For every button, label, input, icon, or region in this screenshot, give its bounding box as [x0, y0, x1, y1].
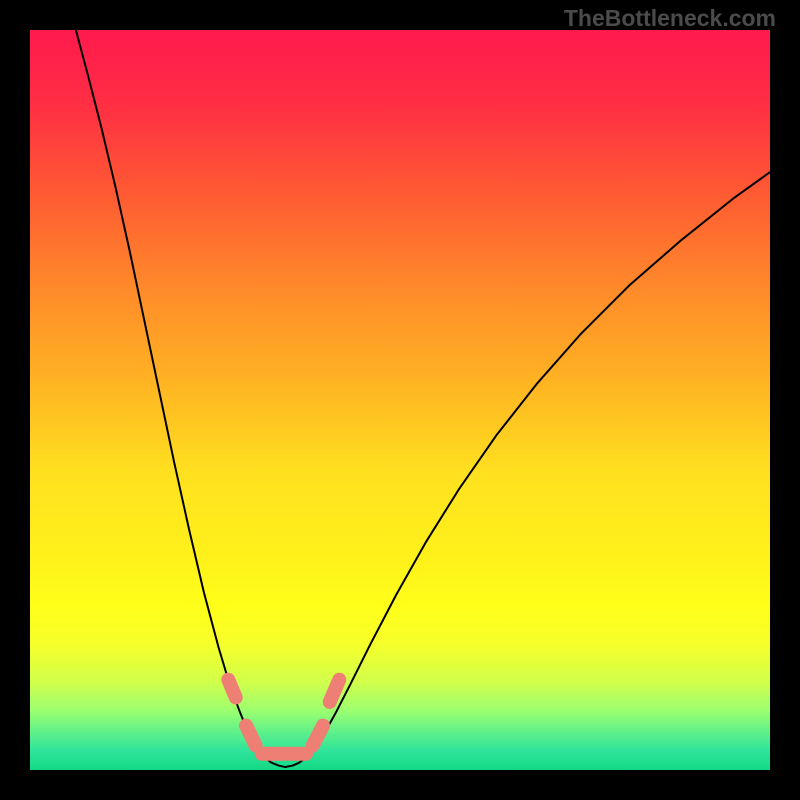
highlight-mark [330, 680, 340, 702]
bottleneck-chart [30, 30, 770, 770]
chart-frame: TheBottleneck.com [0, 0, 800, 800]
highlight-mark [313, 726, 323, 746]
highlight-mark [246, 726, 256, 746]
highlight-mark [228, 680, 235, 698]
chart-background [30, 30, 770, 770]
watermark-text: TheBottleneck.com [564, 5, 776, 32]
